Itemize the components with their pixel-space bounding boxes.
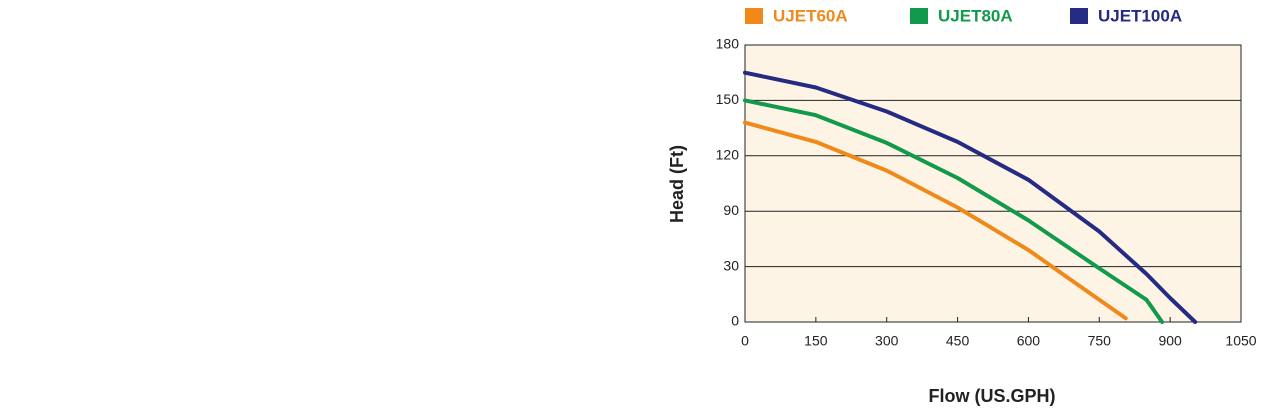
legend-label: UJET100A bbox=[1098, 6, 1182, 25]
x-tick-label: 300 bbox=[875, 333, 899, 349]
x-tick-label: 450 bbox=[946, 333, 970, 349]
legend-swatch bbox=[1070, 8, 1088, 24]
x-tick-label: 1050 bbox=[1225, 333, 1256, 349]
line bbox=[743, 70, 1198, 324]
legend-swatch bbox=[745, 8, 763, 24]
legend-swatch bbox=[910, 8, 928, 24]
x-tick-label: 150 bbox=[804, 333, 828, 349]
x-tick-label: 900 bbox=[1158, 333, 1182, 349]
y-tick-label: 180 bbox=[716, 36, 740, 52]
plot-area bbox=[744, 44, 1242, 323]
y-tick-label: 0 bbox=[731, 313, 739, 329]
y-tick-label: 90 bbox=[723, 202, 739, 218]
x-tick-label: 0 bbox=[741, 333, 749, 349]
y-tick-label: 120 bbox=[716, 147, 740, 163]
y-tick-label: 30 bbox=[723, 257, 739, 273]
y-tick-label: 150 bbox=[716, 91, 740, 107]
x-tick-label: 750 bbox=[1088, 333, 1112, 349]
x-axis-title: Flow (US.GPH) bbox=[929, 386, 1056, 406]
legend-label: UJET80A bbox=[938, 6, 1013, 25]
y-axis-title: Head (Ft) bbox=[667, 145, 687, 223]
line bbox=[743, 98, 1165, 324]
line bbox=[743, 120, 1128, 321]
x-tick-label: 600 bbox=[1017, 333, 1041, 349]
legend-label: UJET60A bbox=[773, 6, 848, 25]
